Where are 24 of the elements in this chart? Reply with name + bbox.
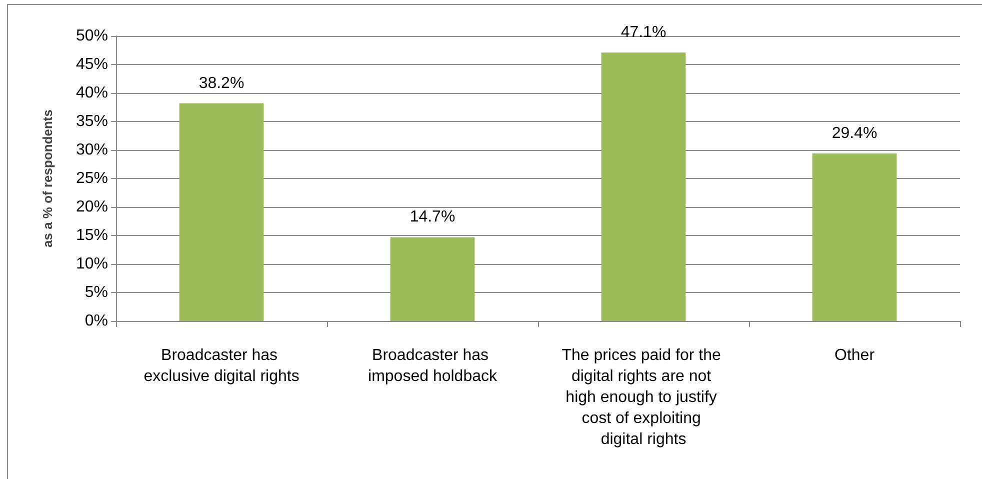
x-tick-label: The prices paid for the digital rights are not high enough to justify cost of exploiting digital rights [562, 347, 726, 448]
y-tick-label: 25% [76, 170, 108, 187]
y-tick-label: 35% [76, 113, 108, 130]
bar [390, 237, 475, 321]
data-label: 29.4% [832, 124, 878, 142]
bar [601, 52, 686, 321]
x-tick-label: Broadcaster has imposed holdback [368, 347, 498, 385]
y-tick-label: 40% [76, 84, 108, 102]
bar [179, 103, 264, 321]
y-tick-label: 20% [76, 198, 108, 216]
y-axis-title: as a % of respondents [40, 110, 55, 248]
y-tick-label: 15% [76, 227, 108, 244]
y-tick-label: 45% [76, 56, 108, 73]
x-tick-label: Other [834, 347, 876, 364]
data-label: 14.7% [410, 208, 456, 226]
y-tick-label: 0% [84, 312, 108, 330]
y-tick-label: 50% [76, 28, 108, 44]
data-label: 38.2% [198, 74, 244, 92]
x-tick-label: Broadcaster has exclusive digital rights [144, 347, 300, 385]
y-tick-label: 10% [76, 256, 108, 272]
bar [812, 153, 897, 321]
data-label: 47.1% [620, 24, 666, 42]
y-tick-label: 30% [76, 142, 108, 158]
y-tick-label: 5% [84, 284, 108, 301]
